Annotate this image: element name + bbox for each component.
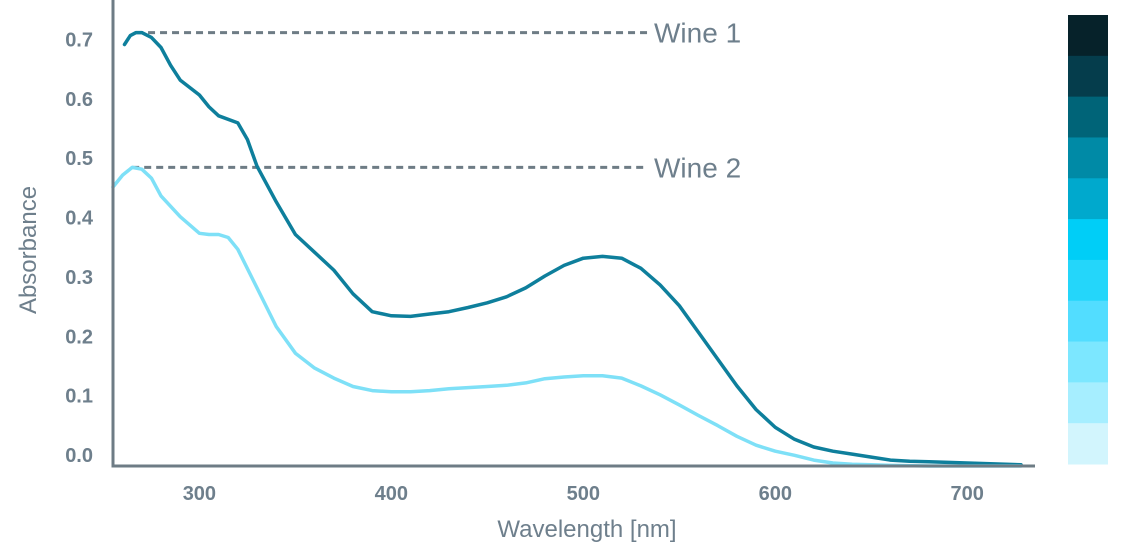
color-scale-swatch [1068,178,1108,220]
x-tick-label: 300 [183,483,216,505]
series-line-wine-2 [111,165,1023,468]
color-scale-swatch [1068,259,1108,302]
x-tick-labels: 300 400 500 600 700 [183,483,984,505]
annotation-label: Wine 1 [654,18,741,49]
color-scale-swatch [1068,15,1108,57]
axes [111,0,1035,468]
color-scale-swatch [1068,55,1108,98]
y-tick-label: 0.3 [65,267,93,289]
color-scale-swatch [1068,423,1108,465]
color-scale-swatch [1068,219,1108,261]
annotation-lines [132,31,648,169]
color-scale-swatch [1068,300,1108,343]
x-tick-label: 700 [951,483,984,505]
y-tick-label: 0.1 [65,386,93,408]
x-tick-label: 600 [759,483,792,505]
y-tick-label: 0.0 [65,445,93,467]
y-tick-label: 0.4 [65,208,94,230]
series-lines [111,30,1023,468]
x-axis-title: Wavelength [nm] [497,516,676,543]
series-line-wine-1 [122,30,1023,467]
color-scale-swatch [1068,382,1108,424]
annotation-label: Wine 2 [654,152,741,183]
color-scale [1068,15,1108,465]
x-tick-label: 500 [567,483,600,505]
color-scale-swatch [1068,341,1108,383]
x-tick-label: 400 [375,483,408,505]
y-tick-label: 0.6 [65,89,93,111]
color-scale-swatch [1068,137,1108,179]
y-tick-label: 0.2 [65,326,93,348]
y-tick-label: 0.7 [65,29,93,51]
y-tick-label: 0.5 [65,148,93,170]
annotation-labels: Wine 1 Wine 2 [654,18,741,184]
color-scale-swatch [1068,96,1108,138]
y-axis-title: Absorbance [15,186,42,314]
y-tick-labels: 0.0 0.1 0.2 0.3 0.4 0.5 0.6 0.7 [65,29,94,467]
